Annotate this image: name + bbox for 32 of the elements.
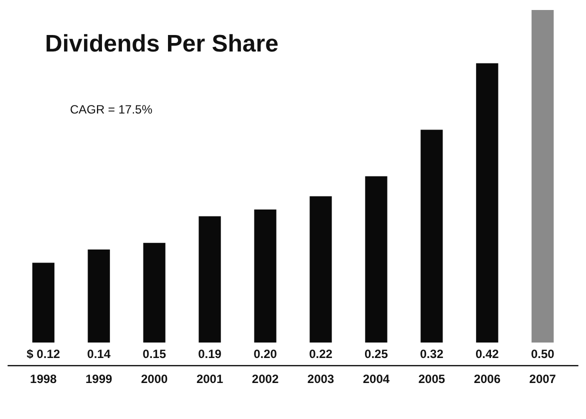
bar: [476, 63, 498, 343]
x-tick-label: 2004: [362, 372, 390, 386]
bar: [420, 130, 443, 343]
bar: [310, 196, 332, 343]
data-label: 0.22: [309, 346, 333, 361]
annotation: CAGR = 17.5%: [70, 102, 153, 116]
x-tick-label: 1999: [85, 372, 113, 386]
bar: [532, 10, 554, 343]
bar: [365, 176, 388, 343]
bar: [198, 216, 221, 343]
x-tick-label: 2007: [529, 372, 556, 386]
bar: [143, 242, 166, 343]
data-label: 0.42: [475, 346, 500, 361]
data-label: 0.32: [420, 346, 444, 361]
data-label: 0.15: [142, 346, 166, 361]
x-tick-label: 1998: [30, 372, 58, 386]
x-tick-label: 2006: [474, 372, 501, 386]
x-tick-label: 2000: [140, 372, 168, 386]
data-label: 0.25: [364, 346, 388, 361]
bar: [254, 210, 276, 343]
data-label: 0.50: [530, 346, 555, 361]
data-label: $ 0.12: [26, 346, 60, 361]
x-tick-label: 2002: [252, 372, 279, 386]
x-tick-label: 2001: [196, 372, 224, 386]
x-tick-label: 2005: [418, 372, 446, 386]
data-label: 0.20: [254, 346, 278, 361]
bar: [88, 249, 110, 343]
text: Dividends Per Share: [45, 30, 278, 58]
x-tick-label: 2003: [307, 372, 334, 386]
data-label: 0.19: [198, 346, 222, 361]
data-label: 0.14: [87, 346, 111, 361]
bar: [32, 262, 54, 343]
